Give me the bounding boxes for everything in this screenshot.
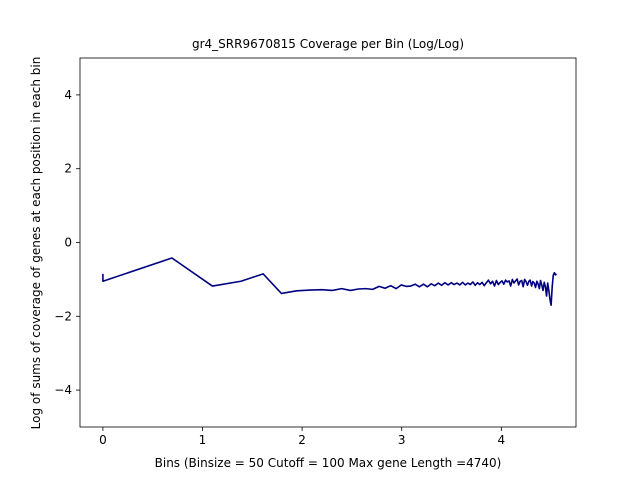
- x-tick-label: 1: [199, 433, 207, 447]
- y-tick-label: −2: [54, 309, 72, 323]
- chart-title: gr4_SRR9670815 Coverage per Bin (Log/Log…: [192, 37, 464, 51]
- y-tick-label: 0: [64, 236, 72, 250]
- x-tick-label: 3: [398, 433, 406, 447]
- x-axis-label: Bins (Binsize = 50 Cutoff = 100 Max gene…: [155, 456, 502, 470]
- x-tick-label: 0: [99, 433, 107, 447]
- y-axis-label: Log of sums of coverage of genes at each…: [29, 57, 43, 430]
- y-tick-label: −4: [54, 383, 72, 397]
- x-tick-label: 4: [497, 433, 505, 447]
- x-tick-label: 2: [298, 433, 306, 447]
- y-tick-label: 2: [64, 162, 72, 176]
- y-tick-label: 4: [64, 88, 72, 102]
